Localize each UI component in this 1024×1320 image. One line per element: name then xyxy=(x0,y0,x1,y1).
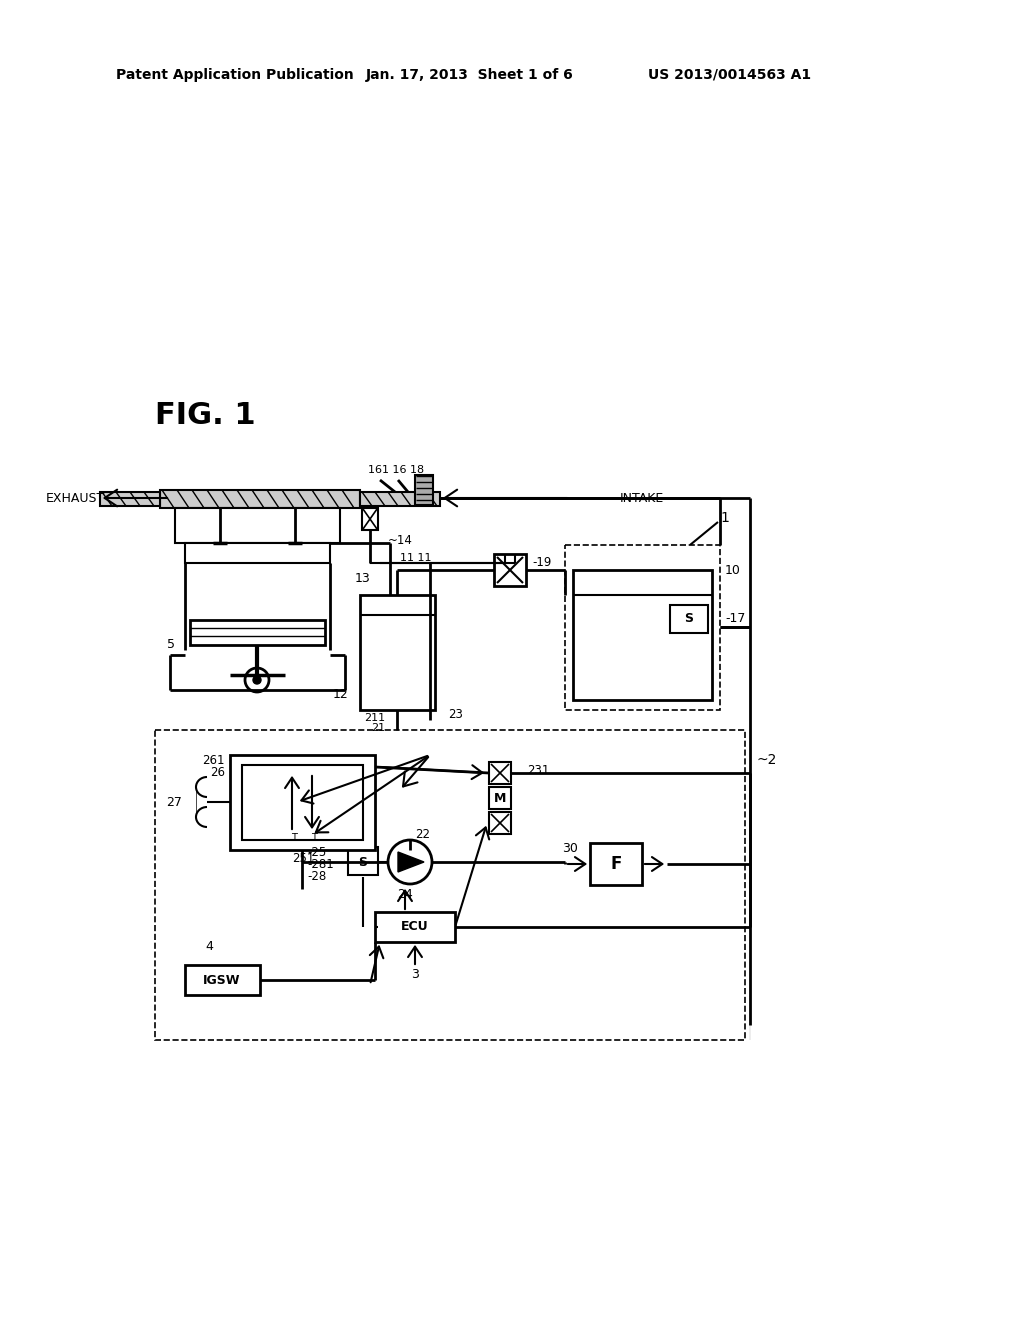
Bar xyxy=(670,605,708,634)
Text: EXHAUST: EXHAUST xyxy=(46,491,105,504)
Text: T: T xyxy=(291,833,297,843)
Circle shape xyxy=(253,676,261,684)
Text: Jan. 17, 2013  Sheet 1 of 6: Jan. 17, 2013 Sheet 1 of 6 xyxy=(367,69,573,82)
Text: 23: 23 xyxy=(449,709,463,722)
Text: 10: 10 xyxy=(725,565,741,578)
Text: 26: 26 xyxy=(210,767,225,780)
Text: 27: 27 xyxy=(166,796,182,808)
Text: 4: 4 xyxy=(205,940,213,953)
Text: 1: 1 xyxy=(720,511,729,525)
Text: -28: -28 xyxy=(307,870,327,883)
Bar xyxy=(175,508,340,543)
Text: S: S xyxy=(358,855,368,869)
Text: -17: -17 xyxy=(725,612,745,626)
Text: -281: -281 xyxy=(307,858,334,870)
Bar xyxy=(375,912,455,942)
Text: 12: 12 xyxy=(332,689,348,701)
Polygon shape xyxy=(398,851,424,873)
Bar xyxy=(230,755,375,850)
Text: 251: 251 xyxy=(292,851,314,865)
Text: Patent Application Publication: Patent Application Publication xyxy=(116,69,354,82)
Text: ECU: ECU xyxy=(401,920,429,933)
Bar xyxy=(155,730,745,1040)
Text: ~2: ~2 xyxy=(757,752,777,767)
Bar xyxy=(415,475,433,506)
Text: 231: 231 xyxy=(527,763,549,776)
Bar xyxy=(489,812,511,834)
Text: ~14: ~14 xyxy=(388,533,413,546)
Text: 261: 261 xyxy=(203,754,225,767)
Text: M: M xyxy=(494,792,506,804)
Text: 211: 211 xyxy=(364,713,385,723)
Bar xyxy=(100,492,160,506)
Text: FIG. 1: FIG. 1 xyxy=(155,400,256,429)
Text: US 2013/0014563 A1: US 2013/0014563 A1 xyxy=(648,69,812,82)
Bar xyxy=(489,762,511,784)
Bar xyxy=(362,508,378,531)
Text: -19: -19 xyxy=(532,556,551,569)
Bar xyxy=(160,490,360,508)
Text: IGSW: IGSW xyxy=(203,974,241,986)
Bar xyxy=(494,554,526,586)
Bar xyxy=(360,492,440,506)
Text: 11 11: 11 11 xyxy=(400,553,431,564)
Text: -25: -25 xyxy=(307,846,327,858)
Bar xyxy=(565,545,720,710)
Text: S: S xyxy=(684,612,693,626)
Text: 161 16 18: 161 16 18 xyxy=(368,465,424,475)
Text: 24: 24 xyxy=(397,887,413,900)
Bar xyxy=(190,620,325,645)
Text: 21: 21 xyxy=(371,723,385,733)
Bar xyxy=(573,570,712,700)
Bar xyxy=(348,847,378,875)
Bar xyxy=(590,843,642,884)
Bar xyxy=(360,595,435,710)
Bar xyxy=(242,766,362,840)
Text: INTAKE: INTAKE xyxy=(620,491,665,504)
Text: T: T xyxy=(311,833,317,843)
Text: 13: 13 xyxy=(354,572,370,585)
Text: 22: 22 xyxy=(415,829,430,842)
Text: F: F xyxy=(610,855,622,873)
Bar xyxy=(489,787,511,809)
Bar xyxy=(185,965,260,995)
Text: 30: 30 xyxy=(562,842,578,854)
Bar xyxy=(185,543,330,564)
Text: 5: 5 xyxy=(167,639,175,652)
Text: 3: 3 xyxy=(411,968,419,981)
